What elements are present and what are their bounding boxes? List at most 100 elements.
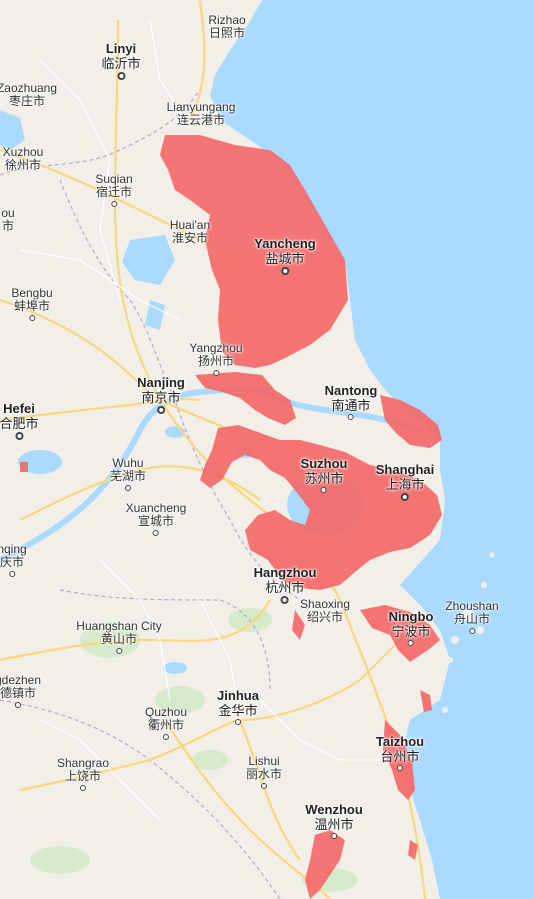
city-marker bbox=[260, 782, 267, 789]
city-zhoushan[interactable]: Zhoushan 舟山市 bbox=[445, 599, 499, 634]
city-marker bbox=[400, 493, 409, 502]
city-marker bbox=[156, 406, 165, 415]
islands bbox=[442, 552, 495, 713]
city-nantong[interactable]: Nantong 南通市 bbox=[325, 383, 377, 421]
yangtze-river bbox=[0, 385, 423, 563]
city-huangshan[interactable]: Huangshan City 黄山市 bbox=[76, 619, 162, 654]
city-name-en: Huai'an bbox=[169, 218, 211, 232]
city-huaian[interactable]: Huai'an 淮安市 bbox=[169, 218, 211, 246]
city-marker bbox=[280, 596, 289, 605]
city-name-zh: 庆市 bbox=[0, 555, 24, 570]
city-nanjing[interactable]: Nanjing 南京市 bbox=[137, 375, 185, 415]
park-areas bbox=[30, 608, 358, 892]
city-name-en: Shanghai bbox=[375, 462, 435, 477]
city-name-en: Taizhou bbox=[375, 734, 425, 749]
city-name-en: Wuhu bbox=[112, 456, 144, 470]
city-anqing[interactable]: nqing 庆市 bbox=[0, 542, 27, 577]
city-name-en: Zhoushan bbox=[445, 599, 499, 613]
city-name-zh: 上海市 bbox=[385, 476, 425, 492]
city-name-zh: 德镇市 bbox=[0, 686, 37, 701]
city-marker bbox=[111, 200, 117, 207]
city-marker bbox=[235, 719, 241, 726]
city-name-en: Yangzhou bbox=[189, 341, 243, 355]
city-name-zh: 丽水市 bbox=[245, 767, 283, 782]
city-name-en: nqing bbox=[0, 542, 27, 556]
city-marker bbox=[348, 414, 354, 421]
city-marker bbox=[29, 314, 35, 321]
city-name-zh: 宁波市 bbox=[391, 623, 431, 639]
city-bengbu[interactable]: Bengbu 蚌埠市 bbox=[11, 286, 53, 321]
city-marker bbox=[116, 72, 125, 81]
city-name-en: Shaoxing bbox=[299, 597, 351, 611]
city-name-zh: 宣城市 bbox=[137, 514, 175, 529]
city-marker bbox=[115, 647, 122, 654]
city-name-zh: 温州市 bbox=[314, 816, 354, 832]
city-marker bbox=[152, 529, 159, 536]
city-shaoxing[interactable]: Shaoxing 绍兴市 bbox=[299, 597, 351, 625]
city-hefei[interactable]: Hefei 合肥市 bbox=[0, 401, 39, 441]
city-name-en: Linyi bbox=[105, 41, 137, 56]
city-shanghai[interactable]: Shanghai 上海市 bbox=[375, 462, 435, 502]
city-name-en: Ningbo bbox=[388, 609, 434, 624]
city-name-zh: 南京市 bbox=[141, 389, 181, 405]
minor-roads bbox=[19, 19, 380, 821]
city-name-zh: 芜湖市 bbox=[109, 469, 147, 484]
city-wuhu[interactable]: Wuhu 芜湖市 bbox=[109, 456, 147, 491]
city-quzhou[interactable]: Quzhou 衢州市 bbox=[144, 705, 188, 740]
city-marker bbox=[124, 484, 131, 491]
city-yancheng[interactable]: Yancheng 盐城市 bbox=[254, 236, 316, 276]
city-name-en: Rizhao bbox=[208, 13, 246, 27]
city-lianyungang[interactable]: Lianyungang 连云港市 bbox=[166, 100, 236, 128]
city-hangzhou[interactable]: Hangzhou 杭州市 bbox=[253, 565, 317, 605]
city-xuancheng[interactable]: Xuancheng 宣城市 bbox=[125, 501, 187, 536]
city-name-zh: 市 bbox=[1, 219, 15, 234]
city-name-zh: 日照市 bbox=[208, 26, 246, 41]
city-name-en: Suzhou bbox=[300, 456, 348, 471]
city-zaozhuang[interactable]: Zaozhuang 枣庄市 bbox=[0, 81, 57, 109]
city-name-zh: 徐州市 bbox=[4, 158, 42, 173]
city-name-en: Suqian bbox=[95, 172, 133, 186]
city-name-zh: 枣庄市 bbox=[8, 94, 46, 109]
city-name-zh: 淮安市 bbox=[171, 231, 209, 246]
city-name-en: Hefei bbox=[3, 401, 35, 416]
city-name-en: Quzhou bbox=[144, 705, 188, 719]
city-lishui[interactable]: Lishui 丽水市 bbox=[245, 754, 283, 789]
city-name-en: gdezhen bbox=[0, 673, 42, 687]
city-name-zh: 金华市 bbox=[218, 702, 258, 718]
city-name-zh: 宿迁市 bbox=[95, 185, 132, 200]
city-marker bbox=[321, 487, 327, 494]
city-suqian[interactable]: Suqian 宿迁市 bbox=[95, 172, 133, 207]
city-ningbo[interactable]: Ningbo 宁波市 bbox=[388, 609, 434, 647]
city-name-en: Lianyungang bbox=[166, 100, 236, 114]
city-suzhou[interactable]: Suzhou 苏州市 bbox=[300, 456, 348, 494]
city-name-en: Huangshan City bbox=[76, 619, 162, 633]
city-jingdezhen[interactable]: gdezhen 德镇市 bbox=[0, 673, 42, 708]
city-wenzhou[interactable]: Wenzhou 温州市 bbox=[305, 802, 363, 840]
city-name-en: Hangzhou bbox=[253, 565, 317, 580]
city-yangzhou[interactable]: Yangzhou 扬州市 bbox=[189, 341, 243, 376]
city-marker bbox=[9, 570, 15, 577]
city-name-en: Xuzhou bbox=[2, 145, 44, 159]
city-name-en: Lishui bbox=[248, 754, 280, 768]
city-taizhou[interactable]: Taizhou 台州市 bbox=[375, 734, 425, 772]
city-name-zh: 台州市 bbox=[380, 748, 420, 764]
city-jinhua[interactable]: Jinhua 金华市 bbox=[217, 688, 259, 726]
city-name-en: ou bbox=[1, 206, 15, 220]
city-name-en: Xuancheng bbox=[125, 501, 187, 515]
city-marker bbox=[407, 640, 414, 647]
city-linyi[interactable]: Linyi 临沂市 bbox=[101, 41, 141, 81]
city-marker bbox=[469, 627, 475, 634]
city-name-zh: 连云港市 bbox=[176, 113, 226, 128]
city-name-zh: 衢州市 bbox=[147, 718, 184, 733]
city-name-zh: 临沂市 bbox=[101, 55, 141, 71]
city-marker bbox=[163, 733, 169, 740]
city-xuzhou[interactable]: Xuzhou 徐州市 bbox=[2, 145, 44, 173]
city-rizhao[interactable]: Rizhao 日照市 bbox=[208, 13, 246, 41]
city-marker bbox=[79, 784, 86, 791]
city-shangrao[interactable]: Shangrao 上饶市 bbox=[57, 756, 109, 791]
city-name-zh: 扬州市 bbox=[197, 354, 234, 369]
city-bozhou[interactable]: ou 市 bbox=[1, 206, 15, 234]
city-name-en: Yancheng bbox=[254, 236, 316, 251]
city-name-zh: 绍兴市 bbox=[306, 610, 344, 625]
